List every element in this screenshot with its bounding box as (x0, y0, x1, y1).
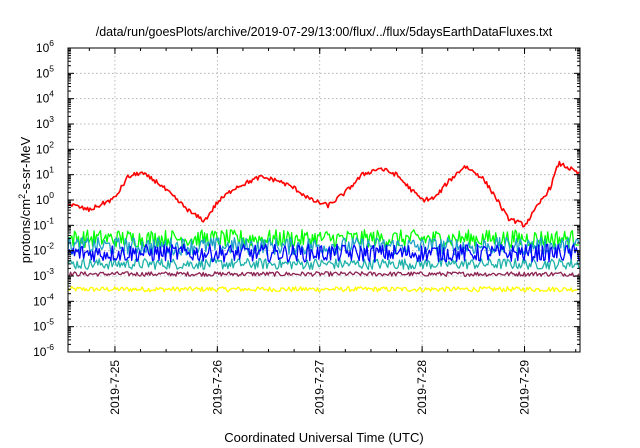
y-tick-base: 10 (36, 41, 50, 55)
y-tick-base: 10 (36, 117, 50, 131)
y-tick-label: 106 (36, 38, 54, 55)
x-tick-label: 2019-7-27 (313, 360, 327, 415)
y-tick-exponent: 4 (49, 89, 54, 99)
series-line (67, 286, 579, 293)
y-tick-base: 10 (36, 193, 50, 207)
y-tick-exponent: 1 (49, 165, 54, 175)
y-tick-base: 10 (36, 66, 50, 80)
x-tick-label: 2019-7-28 (415, 360, 429, 415)
y-tick-base: 10 (33, 218, 47, 232)
y-tick-label: 102 (36, 139, 54, 156)
y-tick-exponent: 5 (49, 63, 54, 73)
y-tick-exponent: 2 (49, 139, 54, 149)
y-tick-exponent: -6 (46, 342, 54, 352)
y-tick-label: 10-2 (33, 241, 54, 258)
y-tick-label: 105 (36, 63, 54, 80)
y-tick-base: 10 (36, 142, 50, 156)
series-layer (67, 160, 580, 293)
y-tick-exponent: -1 (46, 215, 54, 225)
y-tick-base: 10 (33, 294, 47, 308)
y-tick-base: 10 (33, 345, 47, 359)
y-axis-label: protons/cm2-s-sr-MeV (17, 136, 33, 263)
series-line (67, 257, 580, 271)
x-tick-label: 2019-7-26 (210, 360, 224, 415)
y-tick-label: 104 (36, 89, 54, 106)
x-axis-label: Coordinated Universal Time (UTC) (224, 430, 423, 445)
ticks (68, 47, 580, 353)
grid (68, 48, 580, 352)
y-tick-base: 10 (33, 320, 47, 334)
y-tick-base: 10 (36, 168, 50, 182)
y-tick-label: 10-1 (33, 215, 54, 232)
y-tick-label: 100 (36, 190, 54, 207)
y-tick-exponent: -4 (46, 291, 54, 301)
y-tick-label: 10-3 (33, 266, 54, 283)
series-line (67, 243, 580, 263)
x-tick-label: 2019-7-25 (108, 360, 122, 415)
y-tick-exponent: -2 (46, 241, 54, 251)
x-tick-labels: 2019-7-25 2019-7-26 2019-7-27 2019-7-28 2019… (108, 360, 532, 415)
series-line (67, 236, 580, 256)
y-tick-labels: 10-610-510-410-310-210-11001011021031041… (33, 38, 54, 359)
y-tick-base: 10 (33, 244, 47, 258)
y-tick-label: 10-5 (33, 317, 54, 334)
series-line (67, 160, 580, 228)
x-tick-label: 2019-7-29 (518, 360, 532, 415)
y-tick-exponent: 3 (49, 114, 54, 124)
chart-title: /data/run/goesPlots/archive/2019-07-29/1… (96, 25, 553, 39)
y-axis-label-main: protons/cm (18, 199, 33, 263)
y-tick-exponent: 0 (49, 190, 54, 200)
y-tick-label: 103 (36, 114, 54, 131)
y-axis-label-exponent: 2 (17, 194, 27, 199)
y-axis-label-rest: -s-sr-MeV (18, 136, 33, 193)
y-tick-label: 10-4 (33, 291, 54, 308)
series-line (67, 271, 580, 277)
y-tick-label: 10-6 (33, 342, 54, 359)
y-tick-exponent: -5 (46, 317, 54, 327)
y-tick-exponent: -3 (46, 266, 54, 276)
y-tick-base: 10 (33, 269, 47, 283)
y-tick-label: 101 (36, 165, 54, 182)
y-tick-exponent: 6 (49, 38, 54, 48)
y-tick-base: 10 (36, 92, 50, 106)
